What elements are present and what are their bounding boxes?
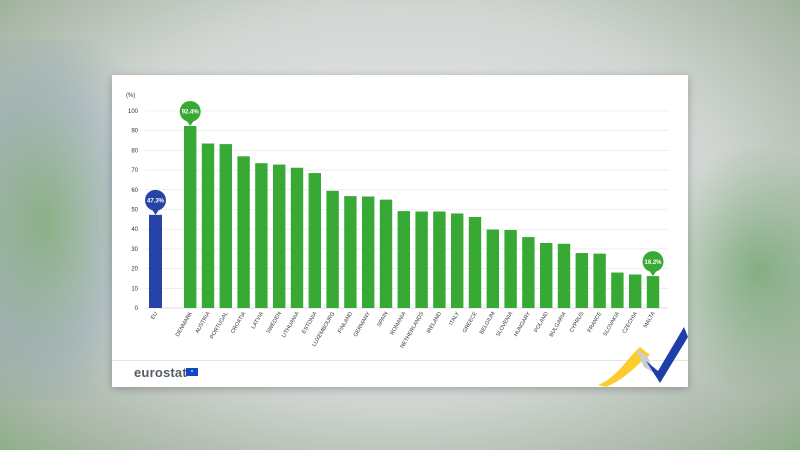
bar-latvia — [255, 163, 268, 308]
footer: eurostat — [112, 360, 688, 387]
bar-slovakia — [611, 272, 624, 308]
x-tick-label: BELGIUM — [479, 311, 497, 336]
x-tick-label: SLOVENIA — [495, 311, 514, 338]
y-tick-label: 90 — [131, 129, 138, 135]
eurostat-ribbon-icon — [598, 327, 688, 387]
bar-luxembourg — [326, 190, 339, 308]
x-tick-label: LATVIA — [251, 311, 266, 330]
y-tick-label: 60 — [131, 188, 138, 194]
x-tick-label: DENMARK — [175, 311, 194, 338]
x-tick-label: BULGARIA — [549, 311, 568, 338]
x-tick-label: FINLAND — [337, 311, 354, 334]
bar-italy — [451, 213, 464, 308]
x-tick-label: SWEDEN — [266, 311, 283, 335]
bar-eu — [149, 214, 162, 308]
y-tick-label: 50 — [131, 208, 138, 214]
y-tick-label: 10 — [131, 286, 138, 292]
bar-belgium — [486, 229, 499, 308]
x-tick-label: AUSTRIA — [195, 311, 212, 335]
bar-cyprus — [575, 253, 588, 308]
bar-poland — [540, 242, 553, 308]
bar-greece — [468, 216, 482, 308]
bar-hungary — [522, 237, 535, 308]
data-label-bubble — [642, 251, 664, 273]
x-tick-label: EU — [150, 311, 159, 321]
x-tick-label: CYPRUS — [569, 311, 586, 334]
x-tick-label: CROATIA — [230, 311, 247, 335]
x-tick-label: SPAIN — [376, 311, 389, 328]
bar-portugal — [219, 144, 232, 308]
bar-france — [593, 253, 606, 308]
bar-estonia — [308, 173, 321, 308]
eurostat-logo: eurostat — [134, 365, 187, 380]
bar-austria — [201, 143, 215, 308]
x-tick-label: ESTONIA — [301, 311, 318, 335]
x-tick-label: HUNGARY — [513, 311, 532, 338]
x-tick-label: ITALY — [449, 311, 462, 327]
y-tick-label: 80 — [131, 148, 138, 154]
bar-czechia — [629, 274, 642, 308]
bar-croatia — [237, 156, 250, 308]
bar-netherlands — [415, 211, 428, 308]
y-tick-label: 30 — [131, 247, 138, 253]
y-axis-unit-label: (%) — [126, 93, 135, 99]
bar-finland — [344, 196, 357, 308]
y-tick-label: 0 — [135, 306, 139, 312]
data-label: 16.2% — [644, 260, 662, 266]
y-tick-label: 20 — [131, 267, 138, 273]
bar-romania — [397, 211, 410, 308]
bar-spain — [379, 199, 393, 308]
data-label: 92.4% — [182, 110, 200, 116]
bar-denmark — [184, 125, 197, 308]
chart-card: (%) 0 10 20 30 40 50 60 70 80 90 100 EU DENMARK AUSTRI… — [112, 75, 688, 387]
x-tick-label: IRELAND — [426, 311, 443, 335]
x-tick-label: GERMANY — [353, 311, 372, 338]
x-tick-label: ROMANIA — [389, 311, 407, 337]
bar-germany — [362, 196, 375, 308]
x-tick-label: POLAND — [533, 311, 550, 334]
data-label-bubble — [179, 100, 201, 122]
x-tick-label: PORTUGAL — [209, 311, 229, 340]
data-label-bubble — [145, 189, 166, 211]
data-label: 47.3% — [147, 199, 165, 205]
y-tick-label: 40 — [131, 227, 138, 233]
eu-flag-icon — [186, 368, 198, 376]
bar-chart: (%) 0 10 20 30 40 50 60 70 80 90 100 EU DENMARK AUSTRI… — [126, 93, 668, 349]
bar-ireland — [433, 211, 446, 308]
x-tick-label: GREECE — [462, 311, 479, 334]
bar-sweden — [273, 164, 286, 308]
bar-slovenia — [504, 229, 517, 308]
y-tick-label: 70 — [131, 168, 138, 174]
x-tick-label: LITHUANIA — [281, 311, 301, 339]
y-tick-label: 100 — [128, 109, 139, 115]
bar-malta — [646, 276, 660, 308]
bar-lithuania — [290, 167, 304, 308]
bar-bulgaria — [557, 243, 571, 308]
